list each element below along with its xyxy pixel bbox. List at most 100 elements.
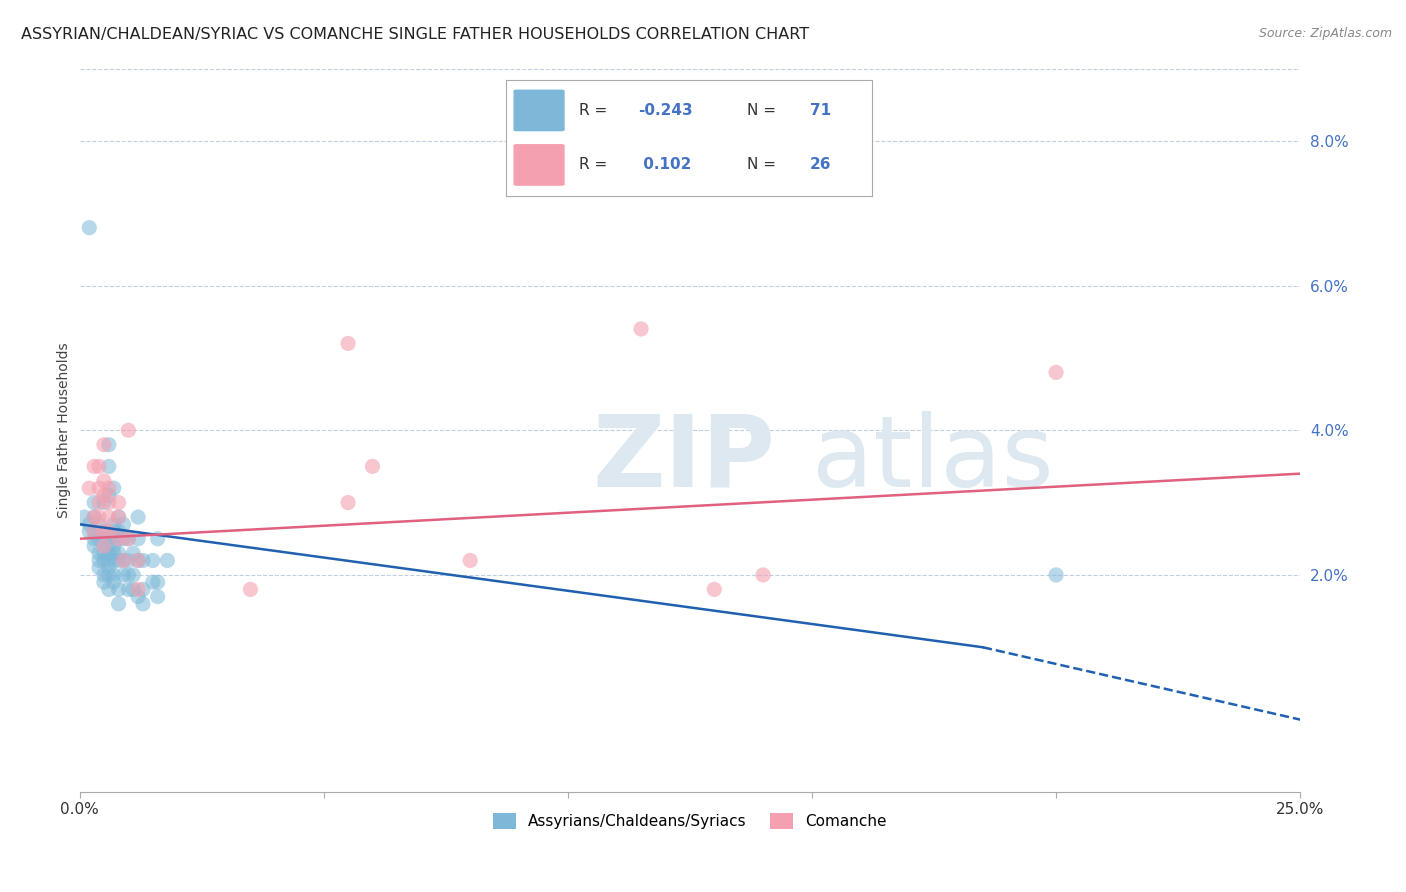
Point bbox=[107, 597, 129, 611]
Text: Source: ZipAtlas.com: Source: ZipAtlas.com bbox=[1258, 27, 1392, 40]
Point bbox=[117, 582, 139, 597]
Text: R =: R = bbox=[579, 103, 613, 118]
Point bbox=[630, 322, 652, 336]
Point bbox=[93, 438, 115, 452]
Point bbox=[97, 546, 120, 560]
Point bbox=[73, 510, 96, 524]
Text: N =: N = bbox=[748, 157, 782, 172]
Point bbox=[132, 597, 155, 611]
Text: ZIP: ZIP bbox=[592, 410, 775, 508]
Point bbox=[103, 539, 125, 553]
Point bbox=[93, 539, 115, 553]
Point bbox=[107, 546, 129, 560]
Point bbox=[112, 553, 135, 567]
Point bbox=[87, 517, 110, 532]
Point bbox=[97, 539, 120, 553]
Point bbox=[83, 510, 105, 524]
Point bbox=[83, 459, 105, 474]
Point bbox=[87, 546, 110, 560]
Point bbox=[87, 532, 110, 546]
FancyBboxPatch shape bbox=[513, 89, 565, 131]
Point bbox=[127, 510, 149, 524]
Y-axis label: Single Father Households: Single Father Households bbox=[58, 343, 72, 518]
Point bbox=[146, 575, 169, 590]
Point bbox=[107, 524, 129, 539]
Point bbox=[87, 510, 110, 524]
Point bbox=[1045, 365, 1067, 379]
Point bbox=[752, 568, 775, 582]
Point bbox=[117, 568, 139, 582]
Point bbox=[127, 553, 149, 567]
Point bbox=[87, 495, 110, 509]
Point bbox=[132, 582, 155, 597]
Point bbox=[337, 495, 360, 509]
Point bbox=[77, 524, 100, 539]
Point bbox=[103, 524, 125, 539]
Point bbox=[107, 510, 129, 524]
Point bbox=[77, 481, 100, 495]
Point bbox=[87, 560, 110, 574]
Text: R =: R = bbox=[579, 157, 613, 172]
Legend: Assyrians/Chaldeans/Syriacs, Comanche: Assyrians/Chaldeans/Syriacs, Comanche bbox=[486, 806, 893, 835]
Point bbox=[107, 510, 129, 524]
Point bbox=[458, 553, 481, 567]
Point bbox=[112, 553, 135, 567]
Point bbox=[1045, 568, 1067, 582]
Point bbox=[97, 560, 120, 574]
Text: -0.243: -0.243 bbox=[638, 103, 692, 118]
Point bbox=[142, 553, 165, 567]
Point bbox=[703, 582, 725, 597]
Point bbox=[93, 546, 115, 560]
Point bbox=[107, 553, 129, 567]
Point bbox=[87, 481, 110, 495]
Point bbox=[132, 553, 155, 567]
Text: ASSYRIAN/CHALDEAN/SYRIAC VS COMANCHE SINGLE FATHER HOUSEHOLDS CORRELATION CHART: ASSYRIAN/CHALDEAN/SYRIAC VS COMANCHE SIN… bbox=[21, 27, 810, 42]
Point bbox=[77, 220, 100, 235]
Point bbox=[93, 524, 115, 539]
Text: 26: 26 bbox=[810, 157, 831, 172]
Text: 0.102: 0.102 bbox=[638, 157, 692, 172]
Point bbox=[127, 553, 149, 567]
Point bbox=[127, 582, 149, 597]
Point bbox=[83, 532, 105, 546]
Point bbox=[83, 539, 105, 553]
Point bbox=[117, 553, 139, 567]
Point bbox=[146, 590, 169, 604]
Point bbox=[93, 553, 115, 567]
Point bbox=[146, 532, 169, 546]
Text: 71: 71 bbox=[810, 103, 831, 118]
Text: N =: N = bbox=[748, 103, 782, 118]
Point bbox=[83, 524, 105, 539]
Point bbox=[117, 532, 139, 546]
Text: atlas: atlas bbox=[811, 410, 1053, 508]
Point bbox=[107, 532, 129, 546]
Point bbox=[112, 517, 135, 532]
Point bbox=[103, 553, 125, 567]
Point bbox=[122, 546, 145, 560]
Point bbox=[127, 532, 149, 546]
Point bbox=[103, 481, 125, 495]
Point bbox=[83, 495, 105, 509]
Point bbox=[97, 553, 120, 567]
Point bbox=[97, 495, 120, 509]
Point bbox=[97, 488, 120, 502]
Point bbox=[97, 532, 120, 546]
Point bbox=[103, 568, 125, 582]
Point bbox=[112, 532, 135, 546]
Point bbox=[361, 459, 384, 474]
Point bbox=[97, 510, 120, 524]
Point bbox=[107, 582, 129, 597]
Point bbox=[156, 553, 179, 567]
Point bbox=[127, 590, 149, 604]
Point bbox=[87, 553, 110, 567]
Point bbox=[83, 524, 105, 539]
Point bbox=[103, 517, 125, 532]
Point bbox=[112, 568, 135, 582]
Point bbox=[93, 568, 115, 582]
Point bbox=[122, 568, 145, 582]
Point bbox=[103, 546, 125, 560]
Point bbox=[93, 532, 115, 546]
Point bbox=[117, 423, 139, 437]
Point bbox=[83, 510, 105, 524]
Point bbox=[93, 488, 115, 502]
